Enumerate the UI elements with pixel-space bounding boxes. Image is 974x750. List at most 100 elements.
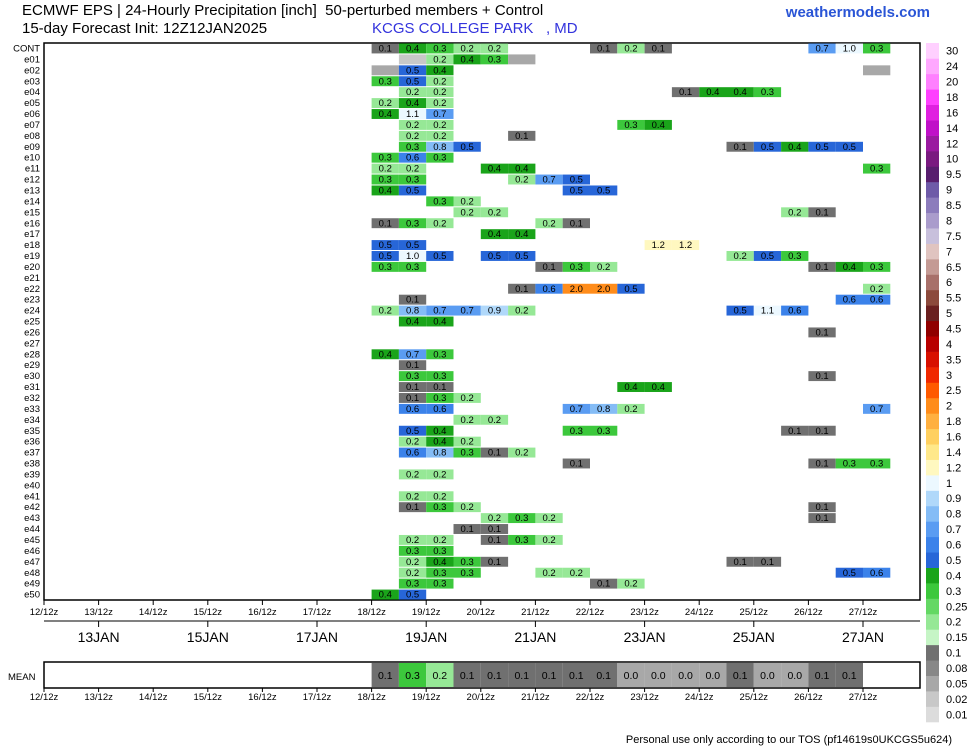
precip-cell bbox=[781, 141, 809, 152]
colorbar-swatch bbox=[926, 567, 939, 584]
colorbar-swatch bbox=[926, 644, 939, 661]
precip-cell bbox=[781, 207, 809, 218]
precip-cell bbox=[644, 119, 672, 130]
cell-value: 0.4 bbox=[433, 65, 446, 76]
cell-value: 0.1 bbox=[597, 44, 610, 55]
cell-value: 0.4 bbox=[379, 185, 392, 196]
cell-value: 0.6 bbox=[870, 568, 883, 579]
brand-link[interactable]: weathermodels.com bbox=[785, 4, 930, 21]
precip-cell bbox=[398, 305, 427, 316]
cell-value: 0.4 bbox=[624, 382, 637, 393]
precip-cell bbox=[590, 43, 618, 54]
cell-value: 0.5 bbox=[815, 142, 828, 153]
cell-value: 0.2 bbox=[433, 218, 446, 229]
colorbar-label: 20 bbox=[946, 77, 958, 89]
colorbar-swatch bbox=[926, 382, 939, 399]
precip-cell bbox=[398, 556, 427, 567]
mean-value: 0.1 bbox=[514, 670, 529, 682]
cell-value: 0.1 bbox=[406, 360, 419, 371]
colorbar-swatch bbox=[926, 73, 939, 90]
cell-value: 0.1 bbox=[406, 382, 419, 393]
cell-value: 0.1 bbox=[433, 382, 446, 393]
precip-cell bbox=[426, 578, 454, 589]
cell-value: 1.2 bbox=[652, 240, 665, 251]
cell-value: 0.3 bbox=[515, 513, 528, 524]
cell-value: 0.7 bbox=[870, 404, 883, 415]
precip-cell bbox=[398, 425, 427, 436]
mean-value: 0.1 bbox=[842, 670, 857, 682]
cell-value: 0.3 bbox=[597, 426, 610, 437]
precip-cell bbox=[371, 261, 399, 272]
precip-cell bbox=[398, 54, 427, 65]
mean-cell bbox=[808, 663, 836, 687]
cell-value: 0.4 bbox=[433, 557, 446, 568]
mean-x-tick-label: 26/12z bbox=[794, 692, 823, 703]
precip-cell bbox=[398, 174, 427, 185]
cell-value: 2.0 bbox=[597, 284, 610, 295]
precip-cell bbox=[453, 414, 481, 425]
precip-cell bbox=[508, 251, 536, 261]
precip-cell bbox=[398, 65, 427, 76]
mean-x-tick-label: 23/12z bbox=[630, 692, 659, 703]
cell-value: 0.4 bbox=[515, 229, 528, 240]
precip-cell bbox=[398, 119, 427, 130]
cell-value: 0.2 bbox=[624, 579, 637, 590]
precip-cell bbox=[480, 513, 509, 524]
colorbar-swatch bbox=[926, 459, 939, 476]
precip-cell bbox=[453, 141, 481, 152]
cell-value: 1.2 bbox=[679, 240, 692, 251]
colorbar-swatch bbox=[926, 197, 939, 214]
cell-value: 0.2 bbox=[433, 76, 446, 87]
cell-value: 0.3 bbox=[433, 579, 446, 590]
precip-cell bbox=[426, 76, 454, 87]
member-label: e48 bbox=[24, 568, 40, 579]
cell-value: 0.2 bbox=[406, 568, 419, 579]
cell-value: 0.5 bbox=[406, 426, 419, 437]
colorbar-swatch bbox=[926, 367, 939, 383]
precip-cell bbox=[835, 294, 863, 305]
cell-value: 0.2 bbox=[461, 393, 474, 404]
cell-value: 0.4 bbox=[515, 164, 528, 175]
cell-value: 0.4 bbox=[406, 317, 419, 328]
precip-cell bbox=[371, 218, 399, 229]
cell-value: 0.5 bbox=[843, 142, 856, 153]
precip-cell bbox=[453, 196, 481, 207]
precip-cell bbox=[398, 261, 427, 272]
cell-value: 0.3 bbox=[433, 546, 446, 557]
colorbar-label: 1.8 bbox=[946, 416, 961, 428]
precip-cell bbox=[753, 87, 782, 98]
cell-value: 0.3 bbox=[433, 502, 446, 513]
precip-cell bbox=[535, 261, 563, 272]
precip-cell bbox=[562, 174, 590, 185]
precip-cell bbox=[863, 458, 891, 469]
x-tick-label: 18/12z bbox=[357, 607, 386, 618]
precip-cell bbox=[398, 436, 427, 447]
member-label: e03 bbox=[24, 76, 40, 87]
x-tick-label: 12/12z bbox=[30, 607, 59, 618]
cell-value: 1.0 bbox=[843, 44, 856, 55]
cell-value: 0.4 bbox=[488, 229, 501, 240]
precip-cell bbox=[480, 305, 509, 316]
cell-value: 0.1 bbox=[652, 44, 665, 55]
precip-cell bbox=[617, 283, 645, 294]
colorbar-swatch bbox=[926, 120, 939, 136]
precip-cell bbox=[398, 76, 427, 87]
colorbar-swatch bbox=[926, 490, 939, 507]
precip-cell bbox=[480, 414, 509, 425]
cell-value: 0.2 bbox=[570, 568, 583, 579]
colorbar-swatch bbox=[926, 706, 939, 723]
precip-cell bbox=[617, 382, 645, 392]
cell-value: 0.6 bbox=[542, 284, 555, 295]
precip-cell bbox=[617, 119, 645, 130]
precip-cell bbox=[617, 403, 645, 414]
mean-cell bbox=[426, 663, 454, 687]
cell-value: 0.1 bbox=[406, 502, 419, 513]
precip-cell bbox=[562, 261, 590, 272]
cell-value: 0.7 bbox=[570, 404, 583, 415]
colorbar-swatch bbox=[926, 181, 939, 198]
mean-x-tick-label: 22/12z bbox=[576, 692, 605, 703]
cell-value: 0.5 bbox=[461, 142, 474, 153]
precip-cell bbox=[808, 425, 836, 436]
precip-cell bbox=[426, 491, 454, 502]
cell-value: 0.2 bbox=[461, 196, 474, 207]
